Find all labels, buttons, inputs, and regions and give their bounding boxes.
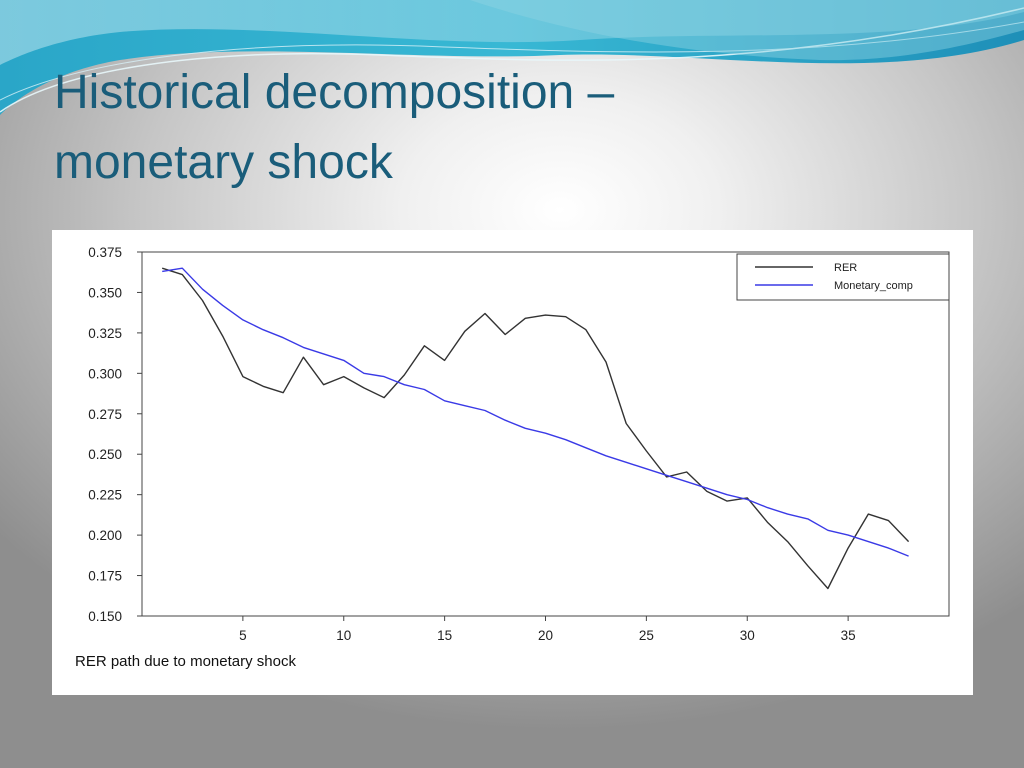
y-tick-label: 0.150 (88, 609, 122, 624)
x-tick-label: 15 (437, 628, 452, 643)
plot-frame (141, 251, 950, 617)
slide-title-line1: Historical decomposition – (54, 66, 615, 119)
x-tick-label: 20 (538, 628, 553, 643)
legend-label: RER (834, 262, 857, 274)
series-line-monetary-comp (162, 267, 909, 557)
y-tick-label: 0.175 (88, 569, 122, 584)
x-tick-label: 30 (740, 628, 755, 643)
x-tick-label: 5 (239, 628, 247, 643)
x-tick-label: 10 (336, 628, 351, 643)
slide-title-line2: monetary shock (54, 136, 393, 189)
y-tick-label: 0.275 (88, 407, 122, 422)
y-tick-label: 0.325 (88, 326, 122, 341)
y-tick-label: 0.250 (88, 447, 122, 462)
x-tick-label: 25 (639, 628, 654, 643)
decorative-wave-header (0, 0, 1024, 115)
chart-caption: RER path due to monetary shock (75, 653, 296, 670)
legend-box (736, 253, 950, 301)
y-tick-label: 0.200 (88, 528, 122, 543)
legend-label: Monetary_comp (834, 280, 913, 292)
x-tick-label: 35 (841, 628, 856, 643)
slide-title: Historical decomposition – monetary shoc… (54, 58, 954, 198)
y-tick-label: 0.225 (88, 488, 122, 503)
y-tick-label: 0.300 (88, 366, 122, 381)
y-tick-label: 0.350 (88, 285, 122, 300)
chart-panel: 0.150 0.175 0.200 0.225 0.250 0.275 0.300 0.325… (52, 230, 973, 695)
line-chart: 0.150 0.175 0.200 0.225 0.250 0.275 0.300 0.325… (88, 245, 950, 643)
series-line-rer (161, 267, 910, 590)
y-tick-label: 0.375 (88, 245, 122, 260)
